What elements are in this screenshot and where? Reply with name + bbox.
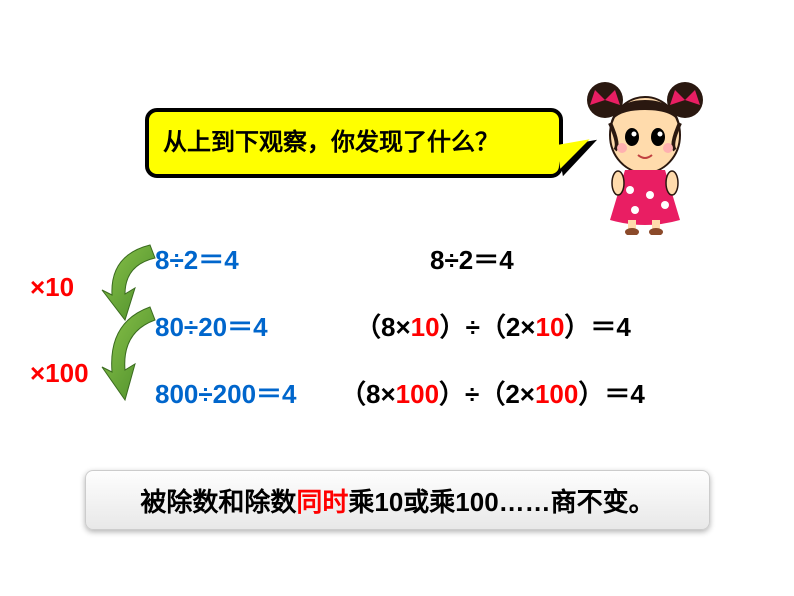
right-eq-3: （8×100）÷（2×100）＝4 [340,374,645,411]
r3-p1: （8× [340,379,396,409]
left-eq-2: 80÷20＝4 [155,307,297,344]
conclusion-red: 同时 [296,482,348,519]
r3-r2: 100 [535,379,578,409]
r3-p3: ）＝4 [578,379,644,409]
equations-right-group: 8÷2＝4 （8×10）÷（2×10）＝4 （8×100）÷（2×100）＝4 [400,240,645,411]
right-eq-1: 8÷2＝4 [430,240,645,277]
speech-text: 从上到下观察，你发现了什么？ [163,129,499,158]
r3-r1: 100 [396,379,439,409]
left-eq-1: 8÷2＝4 [155,240,297,277]
r2-p1: （8× [355,312,411,342]
r2-p3: ）＝4 [564,312,630,342]
conclusion-box: 被除数和除数同时乘10或乘100……商不变。 [85,470,710,530]
multiplier-100: ×100 [30,358,89,389]
r3-p2: ）÷（2× [439,379,535,409]
right-eq-2: （8×10）÷（2×10）＝4 [355,307,645,344]
speech-bubble: 从上到下观察，你发现了什么？ [145,108,563,178]
equations-left-group: 8÷2＝4 80÷20＝4 800÷200＝4 [155,240,297,411]
r2-r1: 10 [411,312,440,342]
arrow-1 [100,240,160,300]
r2-r2: 10 [536,312,565,342]
conclusion-p1: 被除数和除数 [140,482,296,519]
arrow-2 [100,302,160,362]
multiplier-10: ×10 [30,272,74,303]
r2-p2: ）÷（2× [440,312,536,342]
conclusion-p2: 乘10或乘100……商不变。 [348,482,654,519]
girl-cartoon [580,75,710,235]
left-eq-3: 800÷200＝4 [155,374,297,411]
